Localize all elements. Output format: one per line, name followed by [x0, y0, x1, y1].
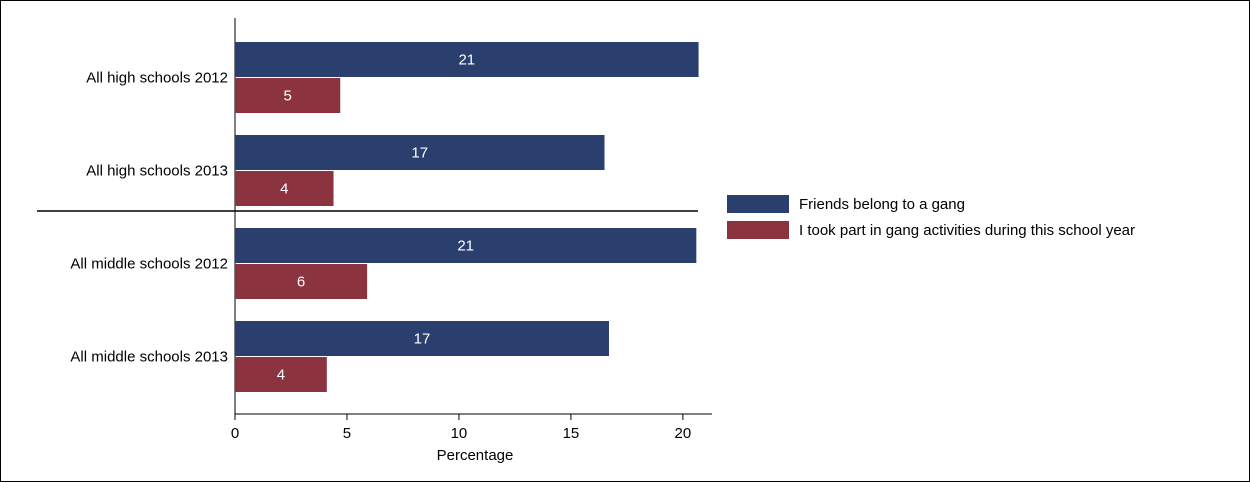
legend-swatch-1: [727, 221, 789, 239]
legend: Friends belong to a gang I took part in g…: [727, 195, 1135, 239]
bar-took-part-0: [235, 78, 341, 113]
data-label-took-part-1: 4: [280, 181, 288, 198]
bar-took-part-2: [235, 264, 368, 299]
data-label-friends-3: 17: [414, 331, 431, 348]
bar-took-part-3: [235, 357, 327, 392]
x-tick-label-15: 15: [563, 425, 580, 442]
legend-label-0: Friends belong to a gang: [799, 196, 965, 213]
category-label-1: All high schools 2013: [86, 163, 228, 180]
legend-swatch-0: [727, 195, 789, 213]
bar-friends-1: [235, 135, 605, 170]
bar-friends-2: [235, 228, 697, 263]
category-label-2: All middle schools 2012: [70, 256, 228, 273]
data-label-friends-2: 21: [457, 238, 474, 255]
x-tick-label-0: 0: [231, 425, 239, 442]
x-tick-label-5: 5: [343, 425, 351, 442]
bar-friends-0: [235, 42, 699, 77]
plot-area: 21 5 All high schools 2012 17 4 All high scho…: [37, 18, 712, 464]
category-label-3: All middle schools 2013: [70, 349, 228, 366]
x-axis-title: Percentage: [437, 447, 514, 464]
category-label-0: All high schools 2012: [86, 70, 228, 87]
x-tick-label-10: 10: [451, 425, 468, 442]
data-label-friends-0: 21: [458, 52, 475, 69]
bar-friends-3: [235, 321, 609, 356]
data-label-took-part-0: 5: [283, 88, 291, 105]
legend-label-1: I took part in gang activities during th…: [799, 222, 1135, 239]
data-label-took-part-3: 4: [277, 367, 285, 384]
bar-took-part-1: [235, 171, 334, 206]
x-tick-label-20: 20: [675, 425, 692, 442]
data-label-friends-1: 17: [411, 145, 428, 162]
data-label-took-part-2: 6: [297, 274, 305, 291]
